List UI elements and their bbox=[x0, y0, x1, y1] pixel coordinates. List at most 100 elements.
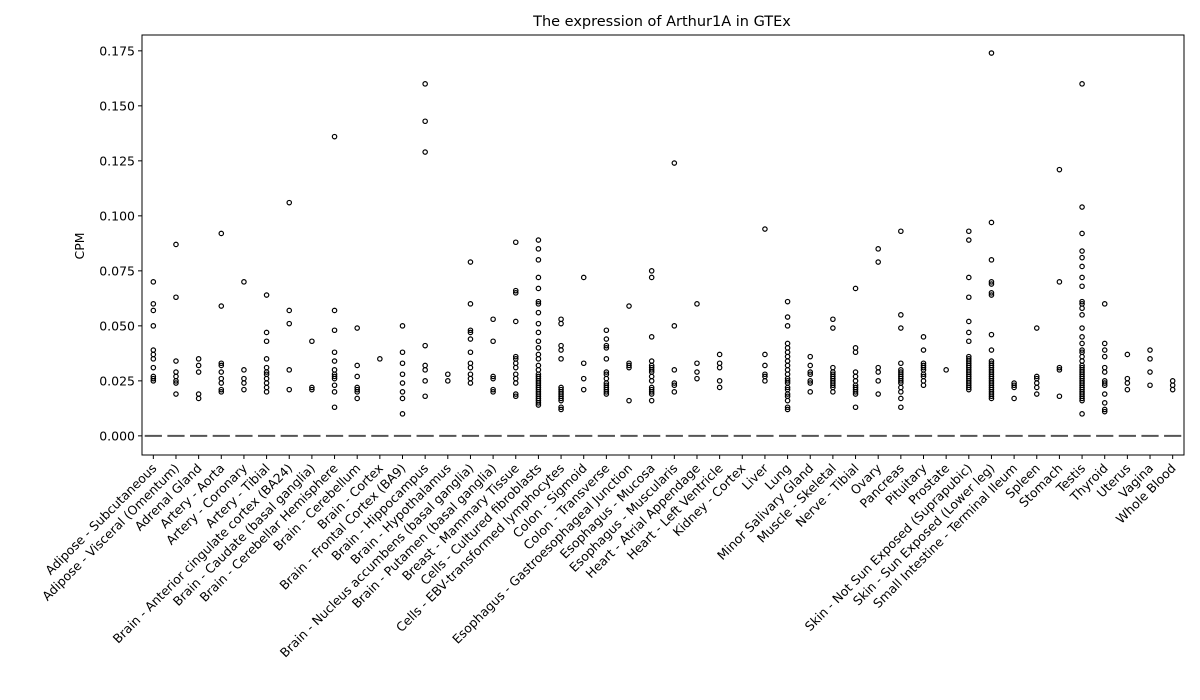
outlier-point bbox=[399, 411, 406, 417]
outlier-point bbox=[490, 375, 496, 382]
outlier-point bbox=[331, 133, 338, 140]
outlier-point bbox=[852, 404, 859, 411]
outlier-point bbox=[603, 375, 610, 382]
outlier-point bbox=[535, 338, 542, 345]
outlier-point bbox=[309, 386, 315, 393]
outlier-point bbox=[603, 345, 610, 351]
outlier-point bbox=[331, 307, 338, 314]
outlier-point bbox=[1124, 386, 1131, 393]
outlier-point bbox=[580, 360, 587, 367]
outlier-point bbox=[399, 349, 406, 356]
outlier-point bbox=[331, 373, 338, 380]
outlier-point bbox=[1101, 347, 1108, 353]
outlier-point bbox=[1079, 298, 1085, 305]
outlier-point bbox=[331, 382, 338, 389]
outlier-point bbox=[535, 301, 542, 307]
outlier-point bbox=[830, 389, 836, 395]
outlier-point bbox=[762, 351, 768, 358]
outlier-point bbox=[150, 351, 157, 358]
outlier-point bbox=[807, 371, 814, 378]
outlier-point bbox=[1033, 384, 1040, 391]
outlier-point bbox=[467, 349, 474, 356]
outlier-point bbox=[852, 345, 859, 351]
outlier-point bbox=[490, 338, 496, 345]
outlier-point bbox=[558, 342, 564, 349]
outlier-point bbox=[784, 349, 791, 356]
outlier-point bbox=[966, 329, 972, 336]
outlier-point bbox=[603, 369, 610, 375]
outlier-point bbox=[422, 378, 428, 384]
outlier-point bbox=[218, 230, 225, 237]
outlier-point bbox=[875, 364, 881, 371]
outlier-point bbox=[535, 257, 542, 263]
outlier-point bbox=[422, 118, 428, 125]
outlier-point bbox=[263, 375, 270, 382]
outlier-point bbox=[445, 371, 451, 378]
outlier-point bbox=[784, 345, 791, 351]
outlier-point bbox=[399, 371, 406, 378]
outlier-point bbox=[558, 316, 564, 323]
outlier-point bbox=[535, 329, 542, 336]
outlier-point bbox=[784, 371, 791, 378]
outlier-point bbox=[784, 391, 791, 397]
outlier-point bbox=[626, 364, 632, 371]
outlier-point bbox=[988, 393, 995, 400]
outlier-point bbox=[1011, 395, 1017, 402]
outlier-point bbox=[852, 389, 859, 395]
outlier-point bbox=[1079, 305, 1085, 312]
outlier-point bbox=[852, 349, 859, 356]
outlier-point bbox=[150, 375, 157, 382]
outlier-point bbox=[512, 375, 519, 382]
outlier-point bbox=[1079, 340, 1085, 347]
outlier-point bbox=[241, 375, 247, 382]
outlier-point bbox=[603, 391, 610, 397]
outlier-point bbox=[626, 362, 632, 369]
outlier-point bbox=[830, 316, 836, 323]
outlier-point bbox=[648, 334, 655, 340]
outlier-point bbox=[558, 397, 564, 404]
outlier-point bbox=[1147, 382, 1153, 389]
outlier-point bbox=[490, 389, 496, 395]
outlier-point bbox=[875, 378, 881, 384]
outlier-point bbox=[399, 395, 406, 402]
outlier-point bbox=[354, 389, 360, 395]
outlier-point bbox=[1079, 283, 1085, 290]
outlier-point bbox=[966, 237, 972, 243]
outlier-point bbox=[784, 353, 791, 360]
outlier-point bbox=[1169, 386, 1176, 393]
outlier-point bbox=[263, 338, 270, 345]
outlier-point bbox=[422, 81, 428, 87]
chart-title: The expression of Arthur1A in GTEx bbox=[532, 14, 791, 30]
outlier-point bbox=[580, 375, 587, 382]
outlier-point bbox=[694, 360, 700, 367]
outlier-point bbox=[535, 402, 542, 408]
outlier-point bbox=[512, 364, 519, 371]
outlier-point bbox=[898, 378, 904, 384]
outlier-point bbox=[807, 378, 814, 384]
outlier-point bbox=[716, 360, 723, 367]
outlier-point bbox=[988, 219, 995, 226]
outlier-point bbox=[1079, 312, 1085, 318]
outlier-point bbox=[331, 349, 338, 356]
outlier-point bbox=[535, 345, 542, 351]
outlier-point bbox=[1056, 364, 1063, 371]
outlier-point bbox=[263, 384, 270, 391]
outlier-point bbox=[218, 380, 225, 386]
outlier-point bbox=[286, 320, 293, 327]
outlier-point bbox=[535, 362, 542, 369]
outlier-point bbox=[830, 382, 836, 389]
outlier-point bbox=[535, 274, 542, 281]
outlier-point bbox=[331, 404, 338, 411]
outlier-point bbox=[218, 362, 225, 369]
outlier-point bbox=[694, 369, 700, 375]
outlier-point bbox=[150, 364, 157, 371]
outlier-point bbox=[671, 160, 678, 166]
outlier-point bbox=[784, 367, 791, 373]
outlier-point bbox=[535, 237, 542, 243]
outlier-point bbox=[150, 307, 157, 314]
outlier-point bbox=[716, 351, 723, 358]
outlier-point bbox=[1101, 353, 1108, 360]
outlier-point bbox=[1079, 397, 1085, 404]
outlier-point bbox=[422, 393, 428, 400]
outlier-point bbox=[1056, 393, 1063, 400]
